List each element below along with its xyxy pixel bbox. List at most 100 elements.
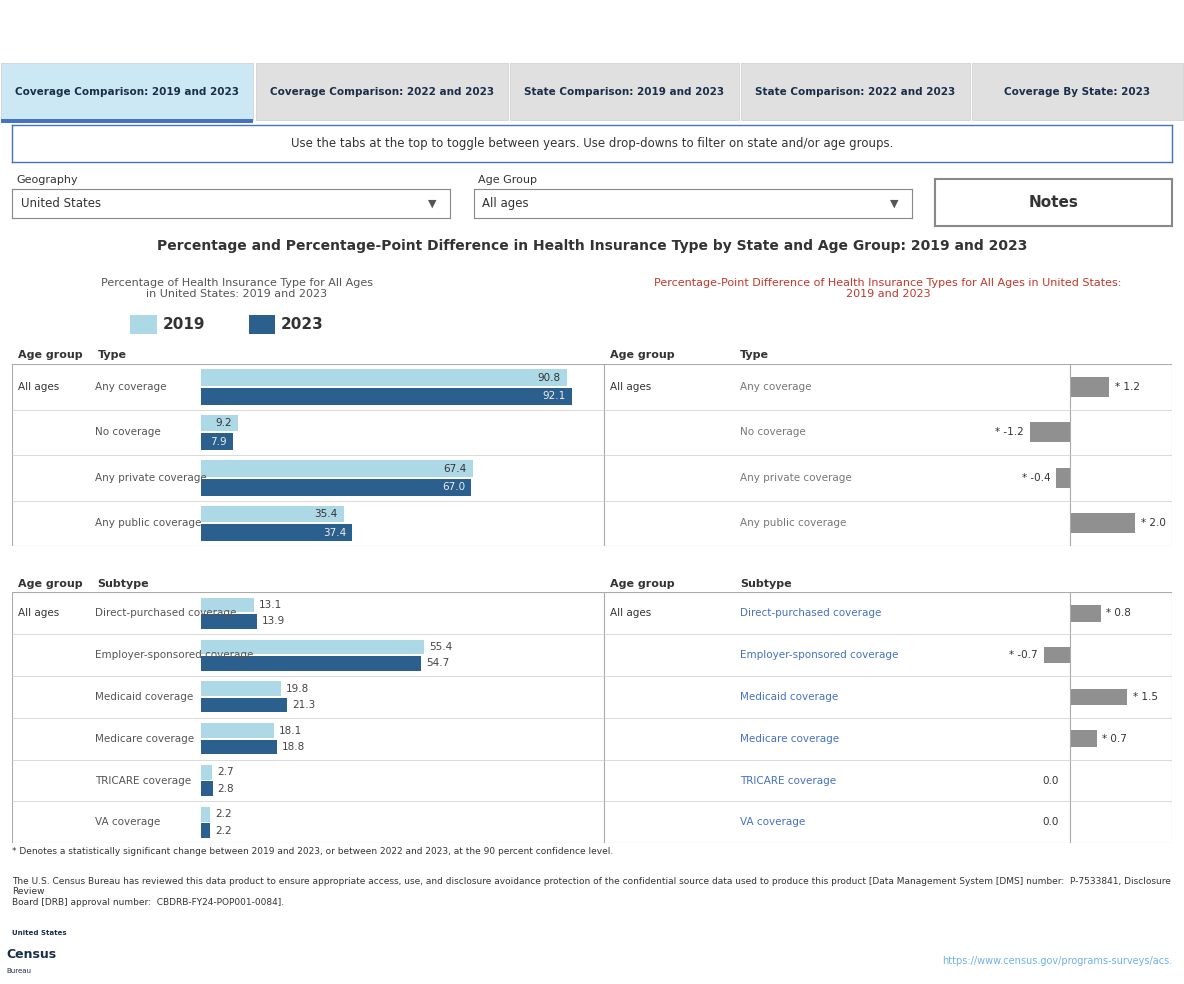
Text: 90.8: 90.8 <box>538 373 561 383</box>
Text: * -0.4: * -0.4 <box>1022 473 1050 483</box>
Text: Any private coverage: Any private coverage <box>95 473 206 483</box>
Text: 9.2: 9.2 <box>215 418 232 428</box>
Bar <box>1 119 253 123</box>
Text: * 1.5: * 1.5 <box>1133 692 1158 702</box>
Text: ▼: ▼ <box>429 199 437 209</box>
Bar <box>1070 730 1096 747</box>
Text: U.S. CENSUS BUREAU: U.S. CENSUS BUREAU <box>118 947 227 955</box>
Text: 19.8: 19.8 <box>285 684 309 694</box>
Text: Any private coverage: Any private coverage <box>740 473 852 483</box>
Text: No coverage: No coverage <box>95 427 161 437</box>
Text: 13.9: 13.9 <box>262 616 285 627</box>
Text: ▼: ▼ <box>890 199 899 209</box>
Text: Census: Census <box>6 948 56 960</box>
Text: 2.8: 2.8 <box>218 783 234 794</box>
Text: Direct-purchased coverage: Direct-purchased coverage <box>740 608 882 618</box>
Bar <box>201 740 277 754</box>
Bar <box>201 824 210 837</box>
Bar <box>1044 646 1070 663</box>
Text: United States: United States <box>12 930 66 936</box>
Text: 13.1: 13.1 <box>259 600 282 610</box>
Text: 0.0: 0.0 <box>1042 818 1058 828</box>
Text: Any public coverage: Any public coverage <box>740 519 847 528</box>
Text: Source: 2019 and 2023 American Community Surveys, 1-year estimates,: Source: 2019 and 2023 American Community… <box>815 933 1172 943</box>
Text: Employer-sponsored coverage: Employer-sponsored coverage <box>95 650 253 660</box>
Bar <box>201 598 255 612</box>
Bar <box>1 63 253 120</box>
Bar <box>201 433 233 450</box>
Text: Type: Type <box>740 350 770 360</box>
Text: The U.S. Census Bureau has reviewed this data product to ensure appropriate acce: The U.S. Census Bureau has reviewed this… <box>12 877 1171 906</box>
Bar <box>201 781 213 796</box>
Text: VA coverage: VA coverage <box>740 818 805 828</box>
Text: Age group: Age group <box>610 579 674 588</box>
Text: 67.0: 67.0 <box>442 482 465 492</box>
Text: Bureau: Bureau <box>6 968 31 974</box>
Bar <box>1070 605 1101 622</box>
Bar <box>201 414 238 431</box>
Text: Any coverage: Any coverage <box>740 382 812 392</box>
Text: 18.1: 18.1 <box>279 725 302 736</box>
Bar <box>201 682 281 696</box>
Bar <box>201 656 422 670</box>
Text: State Comparison: 2022 and 2023: State Comparison: 2022 and 2023 <box>755 87 955 97</box>
Bar <box>1056 467 1070 488</box>
Text: Percentage-Point Difference of Health Insurance Types for All Ages in United Sta: Percentage-Point Difference of Health In… <box>655 277 1121 299</box>
Text: Any public coverage: Any public coverage <box>95 519 201 528</box>
Text: Coverage Comparison: 2019 and 2023: Coverage Comparison: 2019 and 2023 <box>15 87 239 97</box>
Text: Age group: Age group <box>18 579 83 588</box>
Text: 18.8: 18.8 <box>282 742 305 752</box>
Text: * -1.2: * -1.2 <box>996 427 1024 437</box>
Text: U.S. Department of Commerce: U.S. Department of Commerce <box>118 929 247 938</box>
Text: Coverage By State: 2023: Coverage By State: 2023 <box>1004 87 1151 97</box>
Text: census.gov: census.gov <box>118 964 166 973</box>
Text: TRICARE coverage: TRICARE coverage <box>740 775 836 785</box>
Bar <box>201 614 257 629</box>
Text: All ages: All ages <box>482 197 529 211</box>
Text: * 0.7: * 0.7 <box>1102 734 1127 744</box>
Text: Age group: Age group <box>18 350 83 360</box>
Bar <box>1030 422 1070 443</box>
Text: * 1.2: * 1.2 <box>1115 382 1140 392</box>
Bar <box>249 315 276 335</box>
Text: Notes: Notes <box>1029 195 1079 211</box>
Text: All ages: All ages <box>18 608 59 618</box>
Text: 2.7: 2.7 <box>217 768 233 777</box>
Bar <box>201 723 275 738</box>
Text: Medicaid coverage: Medicaid coverage <box>95 692 193 702</box>
Text: Employer-sponsored coverage: Employer-sponsored coverage <box>740 650 899 660</box>
Bar <box>201 461 472 477</box>
Text: VA coverage: VA coverage <box>95 818 160 828</box>
Text: Use the tabs at the top to toggle between years. Use drop-downs to filter on sta: Use the tabs at the top to toggle betwee… <box>291 137 893 151</box>
Text: Direct-purchased coverage: Direct-purchased coverage <box>95 608 236 618</box>
Bar <box>256 63 508 120</box>
Bar <box>201 766 212 779</box>
Bar <box>201 640 424 654</box>
Text: 35.4: 35.4 <box>315 509 337 519</box>
Text: Any coverage: Any coverage <box>95 382 166 392</box>
Text: 2.2: 2.2 <box>214 826 232 835</box>
Text: Coverage Comparison: 2022 and 2023: Coverage Comparison: 2022 and 2023 <box>270 87 494 97</box>
Bar <box>1070 377 1109 397</box>
Text: https://www.census.gov/programs-surveys/acs.: https://www.census.gov/programs-surveys/… <box>942 956 1172 966</box>
Bar <box>972 63 1183 120</box>
Text: Subtype: Subtype <box>97 579 149 588</box>
Bar <box>741 63 970 120</box>
Text: 55.4: 55.4 <box>429 642 452 652</box>
Bar <box>1070 689 1127 706</box>
Bar <box>510 63 739 120</box>
Bar <box>201 698 287 712</box>
Text: Medicaid coverage: Medicaid coverage <box>740 692 838 702</box>
Text: Percentage of Health Insurance Type for All Ages
in United States: 2019 and 2023: Percentage of Health Insurance Type for … <box>101 277 373 299</box>
Text: United States: United States <box>20 197 101 211</box>
Text: 2023: 2023 <box>282 317 324 333</box>
Text: Medicare coverage: Medicare coverage <box>95 734 194 744</box>
Text: * 2.0: * 2.0 <box>1141 519 1166 528</box>
Text: Percentage and Percentage-Point Difference in Health Insurance Type by State and: Percentage and Percentage-Point Differen… <box>156 239 1028 253</box>
Bar <box>1070 514 1135 533</box>
Text: Geography: Geography <box>17 175 78 185</box>
Text: No coverage: No coverage <box>740 427 806 437</box>
Bar <box>130 315 156 335</box>
Text: All ages: All ages <box>18 382 59 392</box>
Text: TRICARE coverage: TRICARE coverage <box>95 775 191 785</box>
